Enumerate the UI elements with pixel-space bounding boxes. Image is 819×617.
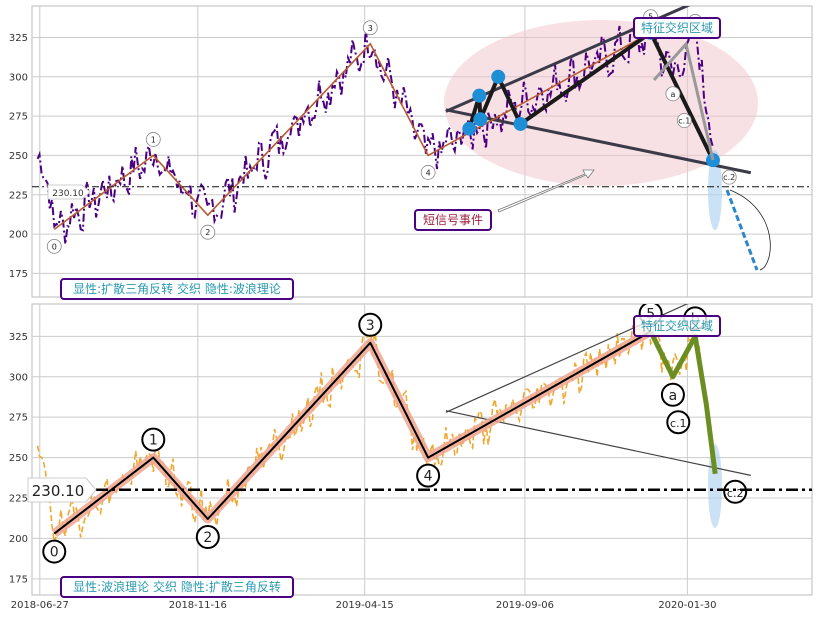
y-tick-label: 325	[9, 33, 28, 44]
bottom-panel-label: 显性:波浪理论 交织 隐性:扩散三角反转	[73, 579, 281, 594]
y-tick-label: 200	[9, 534, 28, 545]
wave-label-circle	[721, 169, 737, 185]
wave-label-text: 3	[368, 24, 373, 33]
top-support-callout: 230.10	[47, 184, 91, 200]
bottom-price-line	[36, 322, 714, 543]
wave-label-circle	[665, 86, 681, 102]
wave-label-text: 3	[366, 318, 375, 334]
wave-label-circle	[358, 312, 383, 337]
wave-label-text: 4	[424, 469, 433, 485]
wave-label-text: 5	[646, 306, 655, 322]
bottom-wave-path	[53, 330, 652, 535]
y-tick-label: 175	[9, 574, 28, 585]
wave-label-text: 1	[151, 135, 156, 144]
top-projection-line	[725, 189, 759, 271]
y-tick-label: 300	[9, 72, 28, 83]
wave-label-text: 2	[203, 530, 212, 546]
top-highlight-ellipse	[444, 20, 758, 186]
top-bc-segment	[652, 40, 715, 161]
y-tick-label: 225	[9, 190, 28, 201]
x-tick-label: 2020-01-30	[658, 600, 716, 611]
wave-label-text: 1	[149, 433, 158, 449]
wave-label-text: c.2	[727, 487, 744, 500]
top-wave-path	[53, 31, 652, 231]
wave-label-circle	[676, 113, 692, 128]
wave-label-circle	[416, 463, 441, 488]
triangle-boundary-line	[445, 108, 752, 175]
y-tick-label: 300	[9, 372, 28, 383]
wave-label-text: 0	[52, 242, 57, 251]
triangle-point	[472, 88, 487, 103]
y-tick-label: 275	[9, 413, 28, 424]
wave-label-text: a	[670, 90, 675, 99]
wave-label-circle	[660, 382, 685, 407]
wave-label-text: 2	[205, 228, 210, 237]
x-tick-label: 2018-06-27	[11, 600, 69, 611]
y-tick-label: 225	[9, 494, 28, 505]
bottom-panel-callout: 显性:波浪理论 交织 隐性:扩散三角反转	[60, 576, 294, 598]
y-tick-label: 325	[9, 332, 28, 343]
triangle-point	[491, 69, 506, 84]
triangle-point	[705, 153, 720, 168]
wave-label-text: 4	[426, 168, 431, 177]
x-tick-label: 2019-04-15	[336, 600, 394, 611]
bottom-end-ellipse	[708, 444, 722, 528]
wave-label-circle	[195, 525, 220, 550]
bottom-highlight-label: 特征交织区域	[641, 318, 713, 333]
wave-label-circle	[200, 224, 216, 240]
top-highlight-label: 特征交织区域	[641, 20, 713, 35]
y-tick-label: 250	[9, 151, 28, 162]
bottom-x-ticks: 2018-06-27 2018-11-16 2019-04-15 2019-09-06…	[11, 600, 717, 611]
y-tick-label: 250	[9, 453, 28, 464]
wave-label-circle	[42, 539, 67, 564]
wave-label-circle	[145, 132, 161, 147]
wave-label-circle	[723, 479, 748, 504]
wave-label-circle	[420, 165, 436, 180]
wave-label-circle	[141, 427, 166, 452]
bottom-support-label: 230.10	[32, 482, 85, 500]
bottom-grid	[32, 304, 812, 595]
triangle-point	[473, 112, 488, 127]
top-support-label: 230.10	[52, 189, 84, 199]
wave-label-circle	[666, 410, 691, 435]
bottom-y-ticks: 175 200 225 250 275 300 325	[9, 332, 28, 585]
wave-label-text: 0	[50, 545, 59, 561]
top-y-ticks: 175 200 225 250 275 300 325	[9, 33, 28, 280]
wave-label-text: c.1	[670, 417, 687, 430]
top-panel-label: 显性:扩散三角反转 交织 隐性:波浪理论	[73, 281, 281, 296]
top-end-ellipse	[708, 150, 722, 230]
top-projection-arc	[729, 189, 771, 271]
top-event-callout: 短信号事件	[414, 169, 595, 231]
y-tick-label: 175	[9, 269, 28, 280]
top-panel-callout: 显性:扩散三角反转 交织 隐性:波浪理论	[60, 278, 294, 300]
triangle-point	[462, 121, 477, 136]
wave-label-circle	[362, 20, 378, 36]
x-tick-label: 2019-09-06	[496, 600, 554, 611]
wave-label-circle	[46, 238, 62, 254]
bottom-highlight-callout: 特征交织区域	[633, 315, 721, 337]
wave-label-text: c.1	[678, 117, 690, 126]
wave-label-text: a	[669, 388, 678, 404]
triangle-point	[513, 116, 528, 131]
bottom-support-callout: 230.10	[27, 477, 97, 503]
y-tick-label: 200	[9, 230, 28, 241]
x-tick-label: 2018-11-16	[169, 600, 227, 611]
event-arrow	[497, 169, 595, 213]
wave-label-text: c.2	[723, 173, 735, 182]
y-tick-label: 275	[9, 112, 28, 123]
top-event-label: 短信号事件	[423, 213, 483, 227]
top-highlight-callout: 特征交织区域	[633, 17, 721, 39]
